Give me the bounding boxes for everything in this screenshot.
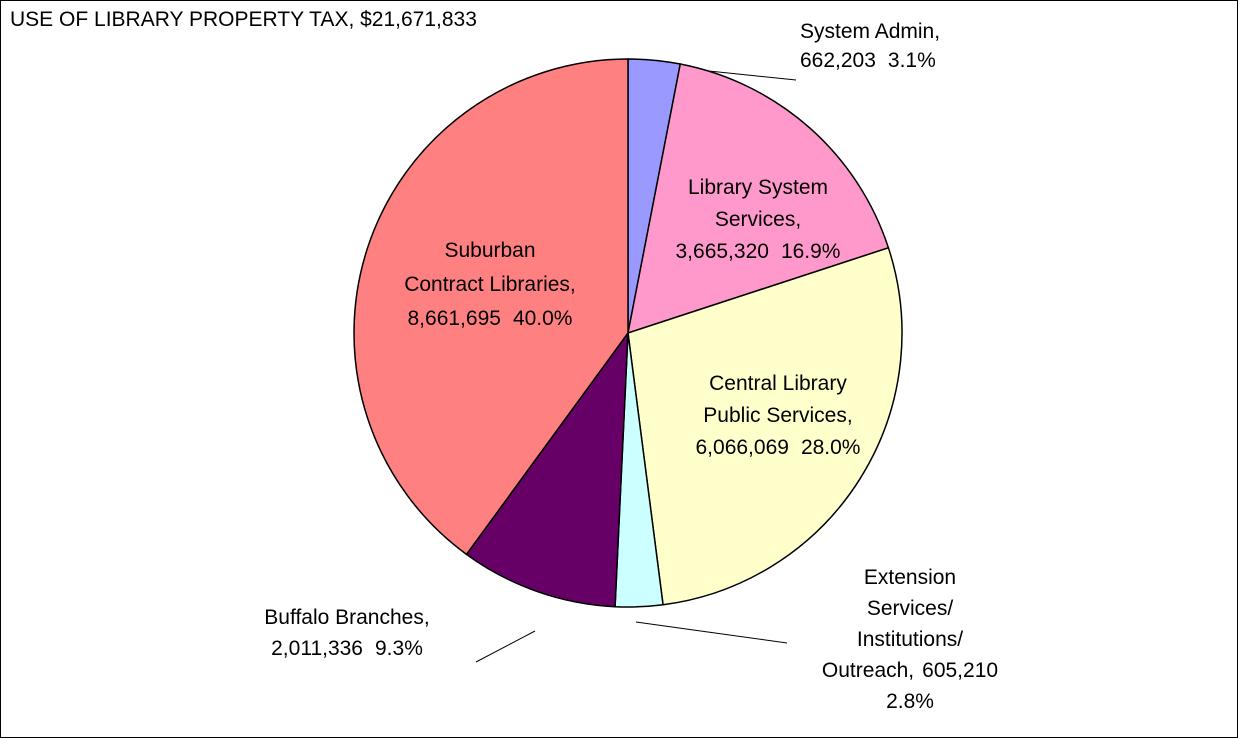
percent-label: 9.3% <box>375 637 423 660</box>
value-label: 2,011,336 <box>271 637 363 660</box>
slice-label: System Admin, 662,203 3.1% <box>800 20 940 72</box>
label-name: Suburban <box>444 239 535 262</box>
value-label: 6,066,069 <box>696 436 789 459</box>
percent-label: 2.8% <box>886 690 934 713</box>
value-label: 605,210 <box>922 659 998 682</box>
label-name: Contract Libraries, <box>404 273 576 296</box>
value-label: 8,661,695 <box>408 307 501 330</box>
percent-label: 28.0% <box>801 436 861 459</box>
label-name: System Admin, <box>800 20 940 43</box>
label-name: Public Services, <box>703 404 852 427</box>
percent-label: 16.9% <box>781 240 841 263</box>
leader-line <box>635 621 788 644</box>
slice-label: Library System Services, 3,665,320 16.9% <box>676 176 841 263</box>
pie-slice <box>627 63 890 335</box>
label-name: Institutions/ <box>857 628 963 651</box>
slice-label: Buffalo Branches, 2,011,336 9.3% <box>264 606 429 660</box>
label-name: Services, <box>715 208 801 231</box>
leader-line <box>475 630 536 663</box>
chart-title: USE OF LIBRARY PROPERTY TAX, $21,671,833 <box>10 8 477 31</box>
slice-label: Extension Services/Institutions/Outreach,… <box>822 566 998 713</box>
label-name: Central Library <box>709 372 847 395</box>
label-name: Buffalo Branches, <box>264 606 429 629</box>
percent-label: 40.0% <box>513 307 573 330</box>
label-name: Library System <box>688 176 828 199</box>
pie-slice <box>353 58 629 556</box>
pie-slice <box>465 330 629 608</box>
label-name: Outreach, <box>822 659 914 682</box>
value-label: 3,665,320 <box>676 240 769 263</box>
slice-label: Suburban Contract Libraries, 8,661,695 40.0… <box>404 239 576 330</box>
value-label: 662,203 <box>800 49 876 72</box>
label-name: Extension <box>864 566 956 589</box>
slice-label: Central Library Public Services, 6,066,069… <box>696 372 861 459</box>
pie-slice <box>627 246 903 606</box>
percent-label: 3.1% <box>888 49 936 72</box>
label-name: Services/ <box>867 597 954 620</box>
